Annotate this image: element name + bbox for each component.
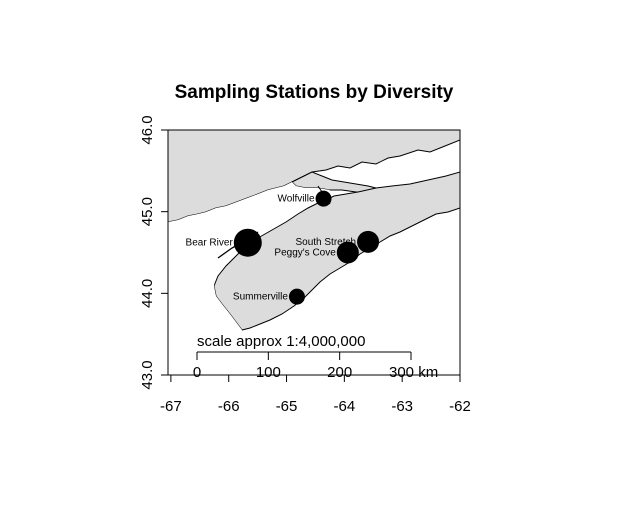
gulf-of-maine [168,262,242,375]
scale-bar: scale approx 1:4,000,000 0 100 200 300 km [193,333,438,381]
scale-tick-label: 100 [256,364,281,381]
station-label: Bear River [186,238,234,249]
x-tick-label: -65 [276,398,298,415]
scale-label: scale approx 1:4,000,000 [197,333,365,350]
map-title: Sampling Stations by Diversity [175,82,454,103]
station-label: Summerville [233,292,288,303]
station-marker[interactable] [336,241,359,264]
y-axis: 43.0 44.0 45.0 46.0 [139,115,168,390]
scale-ticks: 0 100 200 300 km [193,352,438,381]
station-label: Wolfville [277,194,314,205]
scale-tick-label: 300 km [389,364,438,381]
stations-layer: Wolfville Bear River South StretchPeggy's … [186,190,380,305]
bay-of-fundy [168,182,330,300]
y-tick-label: 43.0 [139,360,156,389]
x-tick-label: -67 [160,398,182,415]
station-marker[interactable] [315,190,332,207]
y-tick-label: 44.0 [139,279,156,308]
x-tick-label: -63 [391,398,413,415]
x-tick-label: -64 [334,398,356,415]
y-tick-label: 45.0 [139,197,156,226]
station-marker[interactable] [233,228,262,257]
station-marker[interactable] [288,288,305,305]
x-tick-label: -66 [218,398,240,415]
x-axis: -67 -66 -65 -64 -63 -62 [160,374,471,415]
x-tick-label: -62 [449,398,471,415]
scale-tick-label: 0 [193,364,201,381]
scale-tick-label: 200 [327,364,352,381]
y-tick-label: 46.0 [139,115,156,144]
station-marker[interactable] [357,230,380,253]
station-label: Peggy's Cove [274,248,336,259]
station-label: South Stretch [295,237,356,248]
